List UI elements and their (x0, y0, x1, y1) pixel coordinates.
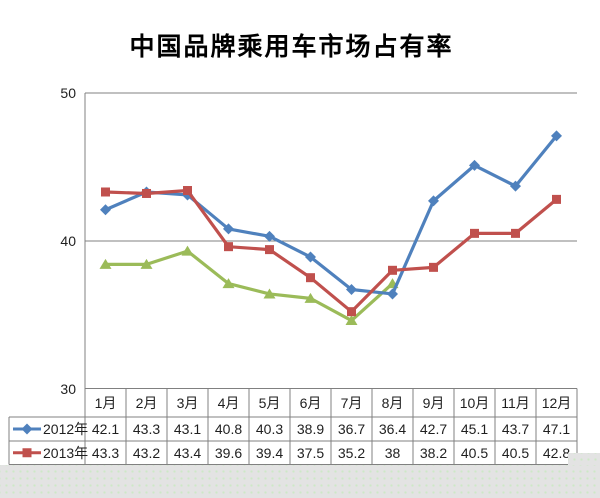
y-axis-tick-label: 30 (60, 380, 76, 397)
value-cell-2012年: 43.3 (132, 421, 161, 437)
month-header-cell: 11月 (501, 395, 530, 411)
value-cell-2012年: 43.7 (501, 421, 530, 437)
series-marker-unlabeled (263, 288, 276, 299)
series-marker-2013年 (101, 187, 110, 197)
value-cell-2013年: 35.2 (337, 444, 366, 461)
series-marker-2012年 (551, 130, 562, 142)
series-marker-unlabeled (345, 315, 358, 326)
value-cell-2013年: 40.5 (460, 444, 489, 461)
value-cell-2013年: 37.5 (296, 444, 325, 461)
page-background-pattern (0, 465, 600, 498)
value-cell-2013年: 39.6 (214, 444, 243, 461)
value-cell-2012年: 40.8 (214, 421, 243, 437)
legend-marker-2012年 (21, 423, 33, 435)
y-axis-tick-label: 40 (60, 232, 76, 249)
legend-label: 2012年 (43, 421, 89, 437)
month-header-cell: 8月 (381, 395, 404, 411)
value-cell-2013年: 38.2 (419, 444, 448, 461)
series-marker-2012年 (428, 195, 439, 207)
legend-marker-2013年 (22, 448, 32, 458)
series-marker-2012年 (387, 288, 398, 300)
month-header-cell: 1月 (94, 395, 117, 411)
value-cell-2013年: 38 (384, 444, 401, 461)
series-marker-2012年 (264, 230, 275, 242)
month-header-cell: 3月 (176, 395, 199, 411)
series-line-2013年 (103, 188, 559, 314)
series-marker-2013年 (429, 262, 438, 272)
series-marker-2013年 (183, 186, 192, 196)
series-marker-unlabeled (304, 292, 317, 303)
y-axis-tick-label: 50 (60, 85, 76, 101)
series-marker-2013年 (388, 265, 397, 275)
value-cell-2013年: 42.8 (542, 444, 571, 461)
month-header-cell: 2月 (135, 395, 158, 411)
value-cell-2012年: 42.1 (91, 421, 120, 437)
month-header-cell: 10月 (459, 395, 490, 411)
value-cell-2012年: 42.7 (419, 421, 448, 437)
series-marker-2013年 (347, 307, 356, 317)
value-cell-2012年: 47.1 (542, 421, 571, 437)
series-marker-2013年 (306, 273, 315, 283)
value-cell-2012年: 36.4 (378, 421, 407, 437)
value-cell-2013年: 43.4 (173, 444, 202, 461)
legend-label: 2013年 (43, 444, 89, 461)
series-marker-2012年 (469, 159, 480, 171)
value-cell-2013年: 43.2 (132, 444, 161, 461)
value-cell-2012年: 40.3 (255, 421, 284, 437)
month-header-cell: 7月 (340, 395, 363, 411)
month-header-cell: 12月 (541, 395, 572, 411)
value-cell-2012年: 38.9 (296, 421, 325, 437)
series-marker-2012年 (305, 251, 316, 263)
value-cell-2013年: 43.3 (91, 444, 120, 461)
series-marker-2013年 (552, 194, 561, 204)
series-marker-unlabeled (222, 278, 235, 289)
month-header-cell: 9月 (422, 395, 445, 411)
value-cell-2013年: 40.5 (501, 444, 530, 461)
series-marker-2012年 (510, 180, 521, 192)
month-header-cell: 6月 (299, 395, 322, 411)
chart-title: 中国品牌乘用车市场占有率 (129, 34, 454, 61)
series-marker-2012年 (223, 223, 234, 235)
value-cell-2013年: 39.4 (255, 444, 284, 461)
month-header-cell: 4月 (217, 395, 240, 411)
page-background-pattern-notch (568, 453, 600, 465)
series-marker-2013年 (142, 188, 151, 198)
value-cell-2012年: 36.7 (337, 421, 366, 437)
series-marker-unlabeled (99, 258, 112, 269)
value-cell-2012年: 43.1 (173, 421, 202, 437)
series-line-2012年 (103, 134, 559, 296)
series-marker-2012年 (100, 204, 111, 216)
value-cell-2012年: 45.1 (460, 421, 489, 437)
series-marker-unlabeled (140, 258, 153, 269)
series-marker-2013年 (224, 242, 233, 252)
month-header-cell: 5月 (258, 395, 281, 411)
series-marker-2013年 (265, 245, 274, 255)
series-marker-2013年 (470, 228, 479, 238)
series-line-unlabeled (103, 249, 395, 323)
series-marker-2012年 (346, 284, 357, 296)
series-marker-unlabeled (181, 245, 194, 256)
series-marker-2013年 (511, 228, 520, 238)
